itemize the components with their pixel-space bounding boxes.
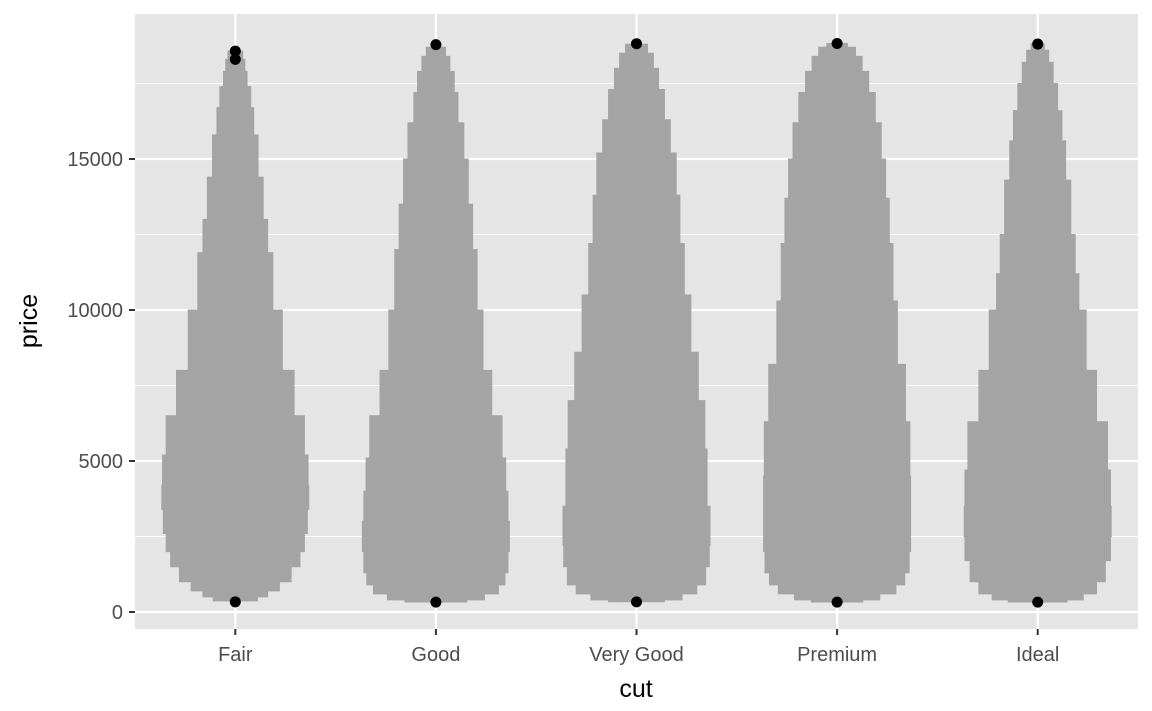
data-point <box>229 45 241 57</box>
x-tick-label: Fair <box>218 644 253 666</box>
x-axis: Fair Good Very Good Premium Ideal <box>218 629 1059 666</box>
x-tick-label: Good <box>411 644 460 666</box>
y-axis-title: price <box>15 294 43 348</box>
data-point <box>1032 596 1044 608</box>
x-axis-title: cut <box>619 675 652 703</box>
y-tick-label: 10000 <box>67 300 123 322</box>
data-point <box>229 596 241 608</box>
x-tick-label: Premium <box>797 644 877 666</box>
y-tick-label: 5000 <box>79 451 124 473</box>
outlier-points <box>229 38 1044 608</box>
data-point <box>1032 38 1044 50</box>
x-tick-label: Ideal <box>1016 644 1059 666</box>
y-axis: 0 5000 10000 15000 <box>67 149 135 624</box>
data-point <box>631 38 642 50</box>
x-tick-label: Very Good <box>589 644 684 666</box>
data-point <box>831 38 843 50</box>
y-tick-label: 0 <box>112 602 123 624</box>
violins <box>161 43 1112 603</box>
data-point <box>831 596 843 608</box>
data-point <box>229 53 241 65</box>
data-point <box>430 39 442 51</box>
data-point <box>631 596 642 608</box>
y-tick-label: 15000 <box>67 149 123 171</box>
data-point <box>430 596 442 608</box>
